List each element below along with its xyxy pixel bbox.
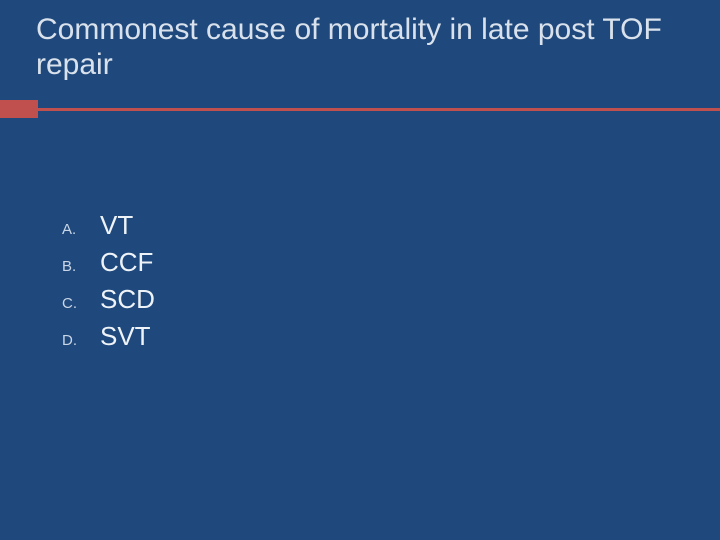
accent-bar <box>0 100 38 118</box>
option-letter: C. <box>62 295 100 312</box>
title-block: Commonest cause of mortality in late pos… <box>36 12 684 83</box>
option-b: B. CCF <box>62 247 155 278</box>
option-c: C. SCD <box>62 284 155 315</box>
slide-title: Commonest cause of mortality in late pos… <box>36 12 684 83</box>
option-a: A. VT <box>62 210 155 241</box>
option-d: D. SVT <box>62 321 155 352</box>
option-text: VT <box>100 210 133 241</box>
option-letter: A. <box>62 221 100 238</box>
option-letter: D. <box>62 332 100 349</box>
option-letter: B. <box>62 258 100 275</box>
option-text: SCD <box>100 284 155 315</box>
option-text: CCF <box>100 247 153 278</box>
options-list: A. VT B. CCF C. SCD D. SVT <box>62 210 155 358</box>
slide: Commonest cause of mortality in late pos… <box>0 0 720 540</box>
accent-line <box>38 108 720 111</box>
option-text: SVT <box>100 321 151 352</box>
